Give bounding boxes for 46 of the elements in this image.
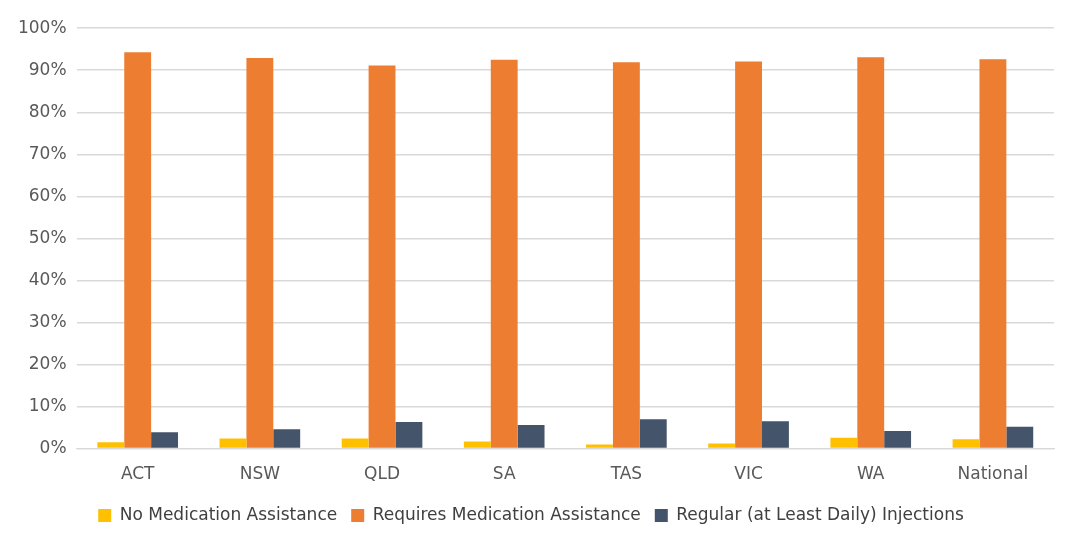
bar — [830, 437, 858, 448]
bar — [735, 61, 762, 448]
bar — [979, 59, 1007, 448]
y-tick-label: 0% — [39, 437, 67, 458]
y-tick-label: 20% — [28, 352, 67, 373]
bar — [151, 432, 179, 448]
x-tick-label: VIC — [734, 463, 763, 484]
bar — [517, 425, 545, 448]
legend-label: Regular (at Least Daily) Injections — [676, 503, 964, 524]
bar — [884, 430, 912, 448]
y-tick-label: 80% — [28, 100, 67, 121]
bar — [708, 443, 736, 448]
y-tick-label: 70% — [28, 142, 67, 163]
legend-label: Requires Medication Assistance — [372, 503, 641, 524]
bar — [857, 57, 885, 448]
y-tick-label: 60% — [28, 184, 67, 205]
y-tick-label: 90% — [28, 58, 67, 79]
x-tick-label: SA — [492, 463, 516, 484]
bar — [273, 429, 301, 448]
x-tick-label: WA — [856, 463, 885, 484]
y-tick-label: 50% — [28, 226, 67, 247]
bar — [246, 58, 274, 448]
x-tick-label: National — [957, 463, 1029, 484]
bar — [639, 419, 667, 448]
bar — [97, 442, 125, 448]
bar — [463, 441, 491, 448]
y-tick-label: 10% — [28, 394, 67, 415]
y-tick-label: 100% — [17, 16, 67, 37]
x-tick-label: ACT — [120, 463, 156, 484]
bar — [490, 59, 518, 448]
bar — [368, 65, 396, 448]
y-tick-label: 40% — [28, 268, 67, 289]
bar — [762, 421, 789, 448]
legend-label: No Medication Assistance — [119, 503, 338, 524]
bar — [1006, 426, 1034, 448]
bar — [124, 52, 152, 448]
x-tick-label: TAS — [609, 463, 643, 484]
x-tick-label: NSW — [239, 463, 281, 484]
y-tick-label: 30% — [28, 310, 67, 331]
bar — [219, 438, 247, 448]
bar — [341, 438, 369, 448]
x-tick-label: QLD — [364, 463, 401, 484]
bar — [395, 422, 423, 448]
bar — [952, 439, 980, 448]
bar — [586, 444, 613, 448]
bar — [612, 62, 640, 448]
